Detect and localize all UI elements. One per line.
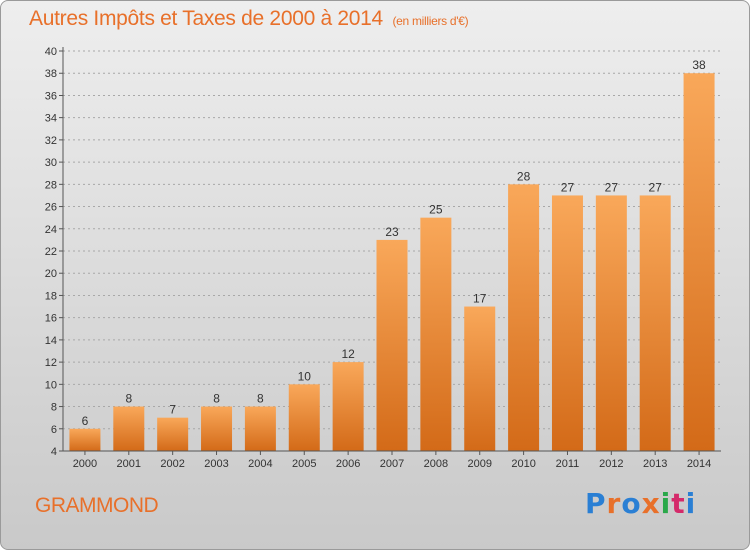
- y-tick-label: 4: [51, 446, 57, 458]
- bar-2005: [288, 384, 320, 451]
- commune-name: GRAMMOND: [35, 494, 159, 517]
- data-label-2003: 8: [213, 392, 220, 406]
- bar-2012: [595, 195, 627, 451]
- y-tick-label: 10: [45, 379, 57, 391]
- data-label-2001: 8: [125, 392, 132, 406]
- logo-letter: i: [660, 487, 672, 520]
- data-label-2011: 27: [561, 180, 575, 194]
- y-tick-label: 22: [45, 246, 57, 258]
- x-tick-label-2011: 2011: [556, 458, 580, 470]
- y-tick-label: 20: [45, 268, 57, 280]
- logo-letter: t: [671, 487, 686, 520]
- y-tick-label: 38: [45, 68, 57, 80]
- axes: 4 6 8 10 12 14 16 18 20 22 24 26 28 30 32 34 36 38 40 2000 2…: [45, 46, 721, 470]
- x-tick-label-2005: 2005: [292, 458, 316, 470]
- data-label-2002: 7: [169, 403, 176, 417]
- y-tick-label: 30: [45, 157, 57, 169]
- bar-2002: [157, 417, 189, 451]
- bar-2008: [420, 217, 452, 451]
- bar-2013: [639, 195, 671, 451]
- x-tick-label-2006: 2006: [336, 458, 360, 470]
- bar-2011: [551, 195, 583, 451]
- y-tick-label: 12: [45, 357, 57, 369]
- x-tick-label-2002: 2002: [160, 458, 184, 470]
- proxiti-logo[interactable]: Proxiti: [585, 487, 696, 520]
- x-tick-label-2003: 2003: [204, 458, 228, 470]
- logo-letter: o: [621, 487, 642, 520]
- logo-letter: x: [641, 487, 661, 520]
- data-label-2005: 10: [298, 369, 312, 383]
- x-tick-label-2004: 2004: [248, 458, 272, 470]
- x-tick-label-2012: 2012: [599, 458, 623, 470]
- bar-2010: [508, 184, 540, 452]
- bars: [69, 73, 715, 452]
- bar-2009: [464, 306, 496, 451]
- bar-2006: [332, 362, 364, 451]
- y-tick-label: 18: [45, 290, 57, 302]
- bar-2000: [69, 428, 101, 451]
- bar-2003: [201, 406, 233, 451]
- y-tick-label: 40: [45, 46, 57, 58]
- data-label-2008: 25: [429, 203, 443, 217]
- bar-2007: [376, 239, 408, 451]
- y-tick-label: 24: [45, 224, 57, 236]
- y-tick-label: 16: [45, 313, 57, 325]
- y-tick-label: 8: [51, 402, 57, 414]
- y-tick-label: 28: [45, 179, 57, 191]
- bar-2004: [244, 406, 276, 451]
- data-label-2009: 17: [473, 292, 487, 306]
- logo-letter: P: [585, 487, 607, 520]
- x-tick-label-2001: 2001: [117, 458, 141, 470]
- chart-title: Autres Impôts et Taxes de 2000 à 2014 (e…: [29, 7, 469, 31]
- data-label-2006: 12: [341, 347, 355, 361]
- x-tick-label-2008: 2008: [424, 458, 448, 470]
- x-tick-label-2009: 2009: [467, 458, 491, 470]
- data-label-2004: 8: [257, 392, 264, 406]
- chart-unit: (en milliers d'€): [392, 14, 469, 28]
- y-tick-label: 34: [45, 113, 57, 125]
- x-tick-label-2013: 2013: [643, 458, 667, 470]
- y-tick-label: 26: [45, 202, 57, 214]
- data-label-2014: 38: [692, 58, 706, 72]
- x-tick-label-2007: 2007: [380, 458, 404, 470]
- y-tick-label: 36: [45, 90, 57, 102]
- y-tick-label: 14: [45, 335, 57, 347]
- data-label-2007: 23: [385, 225, 399, 239]
- bar-2014: [683, 73, 715, 451]
- y-tick-label: 32: [45, 135, 57, 147]
- logo-letter: r: [606, 487, 622, 520]
- data-labels: 6 8 7 8 8 10 12 23 25 17 28 27 27 27 38: [82, 58, 706, 428]
- bar-2001: [113, 406, 145, 451]
- x-tick-label-2010: 2010: [511, 458, 535, 470]
- chart-title-text: Autres Impôts et Taxes de 2000 à 2014: [29, 7, 383, 30]
- x-tick-label-2000: 2000: [73, 458, 97, 470]
- data-label-2012: 27: [605, 180, 619, 194]
- x-tick-label-2014: 2014: [687, 458, 711, 470]
- y-tick-label: 6: [51, 424, 57, 436]
- data-label-2010: 28: [517, 169, 531, 183]
- logo-letter: i: [685, 487, 697, 520]
- data-label-2013: 27: [649, 180, 663, 194]
- data-label-2000: 6: [82, 414, 89, 428]
